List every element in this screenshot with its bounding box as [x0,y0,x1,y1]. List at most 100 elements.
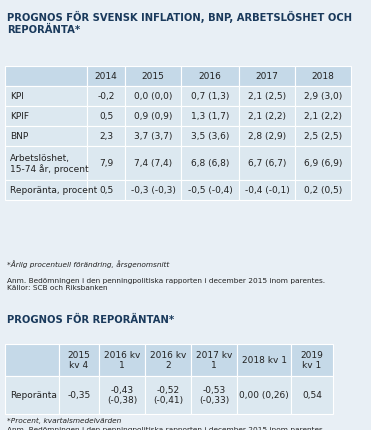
Bar [239,126,295,147]
Bar [145,344,191,376]
Text: -0,3 (-0,3): -0,3 (-0,3) [131,186,175,195]
Text: *Årlig procentuell förändring, årsgenomsnitt: *Årlig procentuell förändring, årsgenoms… [7,260,169,268]
Bar [87,126,125,147]
Text: 0,2 (0,5): 0,2 (0,5) [304,186,342,195]
Bar [87,107,125,126]
Bar [125,67,181,86]
Bar [295,181,351,200]
Text: Reporänta, procent: Reporänta, procent [10,186,97,195]
Bar [125,181,181,200]
Text: 2016 kv
2: 2016 kv 2 [150,350,186,370]
Bar [125,86,181,107]
Text: 2017 kv
1: 2017 kv 1 [196,350,232,370]
Text: -0,53
(-0,33): -0,53 (-0,33) [199,385,229,405]
Bar [99,376,145,414]
Bar [239,67,295,86]
Bar [295,126,351,147]
Bar [291,376,333,414]
Bar [181,181,239,200]
Bar [181,86,239,107]
Text: 0,54: 0,54 [302,390,322,399]
Text: 0,5: 0,5 [99,112,113,121]
Bar [191,376,237,414]
Text: Anm. Bedömningen i den penningpolitiska rapporten i december 2015 inom parentes.: Anm. Bedömningen i den penningpolitiska … [7,426,325,430]
Bar [125,107,181,126]
Bar [145,376,191,414]
Bar [181,67,239,86]
Text: KPIF: KPIF [10,112,29,121]
Bar [291,344,333,376]
Text: 2,1 (2,2): 2,1 (2,2) [248,112,286,121]
Bar [87,181,125,200]
Text: 2,8 (2,9): 2,8 (2,9) [248,132,286,141]
Text: 2,5 (2,5): 2,5 (2,5) [304,132,342,141]
Text: 7,9: 7,9 [99,159,113,168]
Text: -0,2: -0,2 [97,92,115,101]
Text: 2014: 2014 [95,72,117,81]
Bar [5,107,87,126]
Bar [5,126,87,147]
Text: 2016: 2016 [198,72,221,81]
Text: 2017: 2017 [256,72,279,81]
Bar [5,376,59,414]
Bar [295,86,351,107]
Bar [87,147,125,181]
Text: -0,4 (-0,1): -0,4 (-0,1) [244,186,289,195]
Bar [59,344,99,376]
Text: 6,8 (6,8): 6,8 (6,8) [191,159,229,168]
Text: 6,9 (6,9): 6,9 (6,9) [304,159,342,168]
Text: 2019
kv 1: 2019 kv 1 [301,350,324,370]
Bar [239,181,295,200]
Bar [125,147,181,181]
Text: 2,9 (3,0): 2,9 (3,0) [304,92,342,101]
Bar [125,126,181,147]
Text: 2,3: 2,3 [99,132,113,141]
Text: 2018: 2018 [312,72,334,81]
Bar [5,344,59,376]
Text: 2,1 (2,5): 2,1 (2,5) [248,92,286,101]
Bar [87,67,125,86]
Text: -0,52
(-0,41): -0,52 (-0,41) [153,385,183,405]
Text: 0,5: 0,5 [99,186,113,195]
Bar [181,147,239,181]
Bar [237,344,291,376]
Bar [5,86,87,107]
Bar [87,86,125,107]
Bar [181,126,239,147]
Bar [59,376,99,414]
Bar [239,86,295,107]
Bar [181,107,239,126]
Text: -0,35: -0,35 [68,390,91,399]
Text: BNP: BNP [10,132,28,141]
Text: Reporänta: Reporänta [10,390,57,399]
Text: *Procent, kvartalsmedelvärden: *Procent, kvartalsmedelvärden [7,417,121,423]
Text: 2015
kv 4: 2015 kv 4 [68,350,91,370]
Bar [295,147,351,181]
Bar [239,147,295,181]
Text: 0,9 (0,9): 0,9 (0,9) [134,112,172,121]
Text: 2016 kv
1: 2016 kv 1 [104,350,140,370]
Text: 3,7 (3,7): 3,7 (3,7) [134,132,172,141]
Text: Arbetslöshet,
15-74 år, procent: Arbetslöshet, 15-74 år, procent [10,153,89,174]
Text: 3,5 (3,6): 3,5 (3,6) [191,132,229,141]
Text: 2015: 2015 [142,72,164,81]
Bar [99,344,145,376]
Bar [237,376,291,414]
Text: PROGNOS FÖR SVENSK INFLATION, BNP, ARBETSLÖSHET OCH
REPORÄNTA*: PROGNOS FÖR SVENSK INFLATION, BNP, ARBET… [7,11,352,34]
Bar [5,181,87,200]
Text: 0,7 (1,3): 0,7 (1,3) [191,92,229,101]
Text: Anm. Bedömningen i den penningpolitiska rapporten i december 2015 inom parentes.: Anm. Bedömningen i den penningpolitiska … [7,277,325,290]
Text: 2,1 (2,2): 2,1 (2,2) [304,112,342,121]
Text: 0,0 (0,0): 0,0 (0,0) [134,92,172,101]
Text: 2018 kv 1: 2018 kv 1 [242,356,286,365]
Text: 7,4 (7,4): 7,4 (7,4) [134,159,172,168]
Text: 0,00 (0,26): 0,00 (0,26) [239,390,289,399]
Text: 1,3 (1,7): 1,3 (1,7) [191,112,229,121]
Text: PROGNOS FÖR REPORÄNTAN*: PROGNOS FÖR REPORÄNTAN* [7,314,174,324]
Text: -0,43
(-0,38): -0,43 (-0,38) [107,385,137,405]
Bar [239,107,295,126]
Bar [5,67,87,86]
Text: -0,5 (-0,4): -0,5 (-0,4) [188,186,232,195]
Bar [5,147,87,181]
Bar [191,344,237,376]
